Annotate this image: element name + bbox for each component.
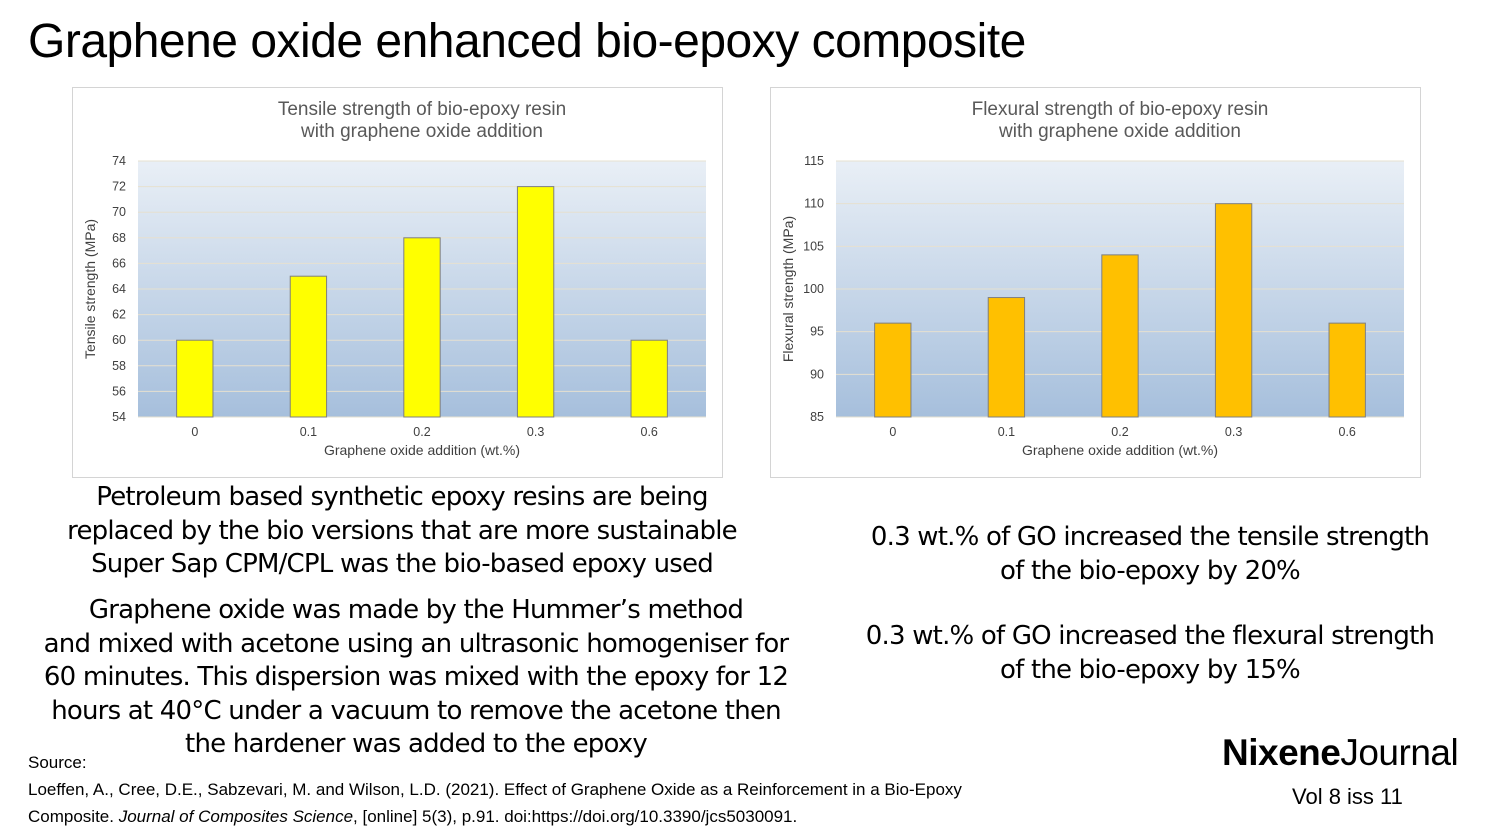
bar bbox=[1101, 254, 1139, 418]
y-tick-label: 95 bbox=[810, 325, 824, 339]
journal-logo: NixeneJournal bbox=[1222, 732, 1459, 774]
tensile-result-line: 0.3 wt.% of GO increased the tensile str… bbox=[870, 522, 1430, 552]
source-line-2: Composite. Journal of Composites Science… bbox=[28, 803, 962, 830]
x-axis-label: Graphene oxide addition (wt.%) bbox=[324, 442, 520, 458]
x-tick-label: 0.6 bbox=[1339, 425, 1356, 439]
method-line: the hardener was added to the epoxy bbox=[185, 729, 648, 759]
tensile-chart: Tensile strength of bio-epoxy resin with … bbox=[72, 87, 723, 478]
flexural-chart: Flexural strength of bio-epoxy resin with… bbox=[770, 87, 1421, 478]
bar bbox=[1328, 322, 1366, 418]
bar bbox=[176, 339, 214, 418]
source-line-2-prefix: Composite. bbox=[28, 807, 119, 826]
bar bbox=[289, 275, 328, 418]
chart-title-line: with graphene oxide addition bbox=[300, 121, 543, 142]
bar bbox=[1214, 203, 1253, 418]
slide-title: Graphene oxide enhanced bio-epoxy compos… bbox=[28, 15, 1026, 68]
flexural-result: 0.3 wt.% of GO increased the flexural st… bbox=[812, 620, 1488, 687]
x-tick-label: 0.6 bbox=[641, 425, 658, 439]
intro-line: Super Sap CPM/CPL was the bio-based epox… bbox=[91, 549, 714, 579]
bar bbox=[403, 237, 441, 418]
flexural-result-line: of the bio-epoxy by 15% bbox=[1000, 654, 1301, 685]
method-line: Graphene oxide was made by the Hummer’s … bbox=[88, 595, 744, 625]
method-paragraph: Graphene oxide was made by the Hummer’s … bbox=[14, 594, 818, 762]
journal-suffix: Journal bbox=[1340, 732, 1459, 773]
source-journal-title: Journal of Composites Science bbox=[118, 807, 354, 826]
y-tick-label: 100 bbox=[803, 282, 824, 296]
x-tick-label: 0.2 bbox=[413, 425, 430, 439]
bar bbox=[630, 339, 668, 418]
y-tick-label: 72 bbox=[112, 180, 126, 194]
y-tick-label: 64 bbox=[112, 282, 126, 296]
method-line: hours at 40°C under a vacuum to remove t… bbox=[51, 695, 781, 726]
y-tick-label: 74 bbox=[112, 154, 126, 168]
y-tick-label: 110 bbox=[804, 197, 824, 211]
bar bbox=[516, 186, 555, 418]
x-tick-label: 0.1 bbox=[300, 425, 317, 439]
x-tick-label: 0.1 bbox=[998, 425, 1015, 439]
y-tick-label: 115 bbox=[804, 154, 824, 168]
intro-line: Petroleum based synthetic epoxy resins a… bbox=[96, 482, 708, 512]
y-tick-label: 54 bbox=[112, 410, 126, 424]
tensile-result: 0.3 wt.% of GO increased the tensile str… bbox=[812, 521, 1488, 588]
tensile-chart-svg: Tensile strength of bio-epoxy resinwith … bbox=[82, 99, 706, 458]
intro-line: replaced by the bio versions that are mo… bbox=[67, 515, 738, 546]
source-label: Source: bbox=[28, 753, 87, 772]
y-axis-label: Flexural strength (MPa) bbox=[780, 216, 796, 362]
source-line-2-suffix: , [online] 5(3), p.91. doi:https://doi.o… bbox=[353, 807, 798, 826]
y-tick-label: 90 bbox=[810, 367, 824, 381]
x-axis-label: Graphene oxide addition (wt.%) bbox=[1022, 442, 1218, 458]
y-tick-label: 58 bbox=[112, 359, 126, 373]
y-tick-label: 56 bbox=[112, 384, 126, 398]
bar bbox=[874, 322, 912, 418]
tensile-result-line: of the bio-epoxy by 20% bbox=[1000, 555, 1301, 586]
y-axis-label: Tensile strength (MPa) bbox=[82, 219, 98, 359]
x-tick-label: 0 bbox=[889, 425, 896, 439]
y-tick-label: 62 bbox=[112, 308, 126, 322]
method-line: and mixed with acetone using an ultrason… bbox=[43, 628, 789, 659]
flexural-result-line: 0.3 wt.% of GO increased the flexural st… bbox=[865, 621, 1435, 651]
chart-title-line: Tensile strength of bio-epoxy resin bbox=[278, 99, 566, 120]
journal-brand: Nixene bbox=[1222, 732, 1341, 773]
x-tick-label: 0.2 bbox=[1111, 425, 1128, 439]
chart-title-line: Flexural strength of bio-epoxy resin bbox=[972, 99, 1269, 120]
source-line-1: Loeffen, A., Cree, D.E., Sabzevari, M. a… bbox=[28, 780, 962, 799]
y-tick-label: 105 bbox=[803, 239, 824, 253]
y-tick-label: 66 bbox=[112, 256, 126, 270]
y-tick-label: 68 bbox=[112, 231, 126, 245]
method-line: 60 minutes. This dispersion was mixed wi… bbox=[43, 662, 789, 692]
x-tick-label: 0 bbox=[191, 425, 198, 439]
intro-paragraph: Petroleum based synthetic epoxy resins a… bbox=[30, 481, 774, 582]
x-tick-label: 0.3 bbox=[527, 425, 544, 439]
y-tick-label: 60 bbox=[112, 333, 126, 347]
bar bbox=[987, 297, 1026, 418]
y-tick-label: 70 bbox=[112, 205, 126, 219]
source-citation: Source: Loeffen, A., Cree, D.E., Sabzeva… bbox=[28, 749, 962, 830]
flexural-chart-svg: Flexural strength of bio-epoxy resinwith… bbox=[780, 99, 1404, 458]
chart-title-line: with graphene oxide addition bbox=[998, 121, 1241, 142]
x-tick-label: 0.3 bbox=[1225, 425, 1242, 439]
journal-issue: Vol 8 iss 11 bbox=[1292, 784, 1403, 809]
y-tick-label: 85 bbox=[810, 410, 824, 424]
